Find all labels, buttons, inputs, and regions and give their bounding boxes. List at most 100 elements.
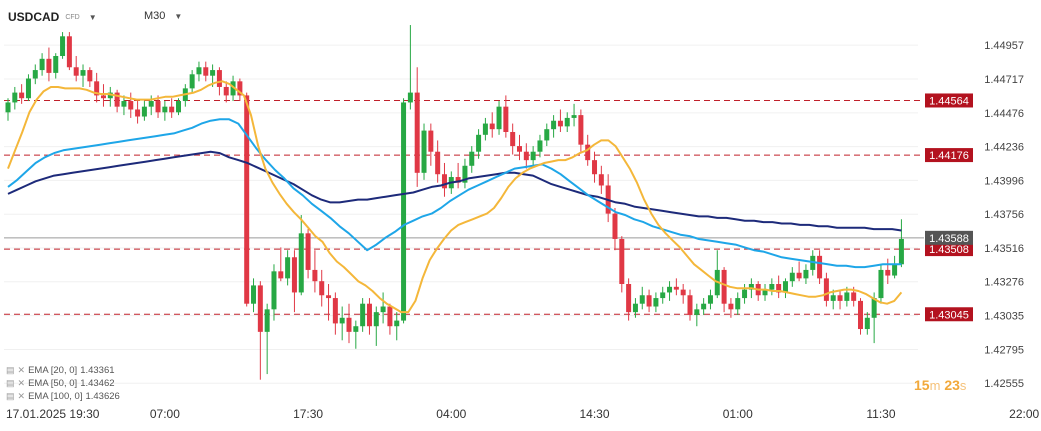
candle (107, 86, 113, 107)
candle (100, 84, 106, 107)
candle (25, 74, 31, 102)
settings-icon[interactable]: ▤ (6, 378, 15, 388)
candle (66, 32, 72, 71)
candle-body (530, 151, 536, 161)
candle (530, 146, 536, 166)
candle (592, 151, 598, 183)
candle (892, 255, 898, 279)
candle (694, 303, 700, 327)
candle (435, 140, 441, 183)
close-icon[interactable]: ✕ (17, 391, 26, 401)
candle (646, 289, 652, 313)
candle (496, 101, 502, 135)
x-tick-label: 07:00 (150, 407, 180, 421)
settings-icon[interactable]: ▤ (6, 365, 15, 375)
candle (858, 298, 863, 335)
candle-body (251, 285, 257, 304)
timer-minutes-unit: m (929, 378, 941, 393)
price-level-label: 1.43508 (929, 244, 969, 256)
candle-body (544, 129, 550, 141)
timeframe-label: M30 (144, 10, 166, 22)
candle-body (837, 295, 843, 301)
candle (278, 247, 284, 282)
candle (503, 95, 509, 138)
candle-body (244, 95, 250, 304)
candle (462, 158, 468, 189)
candle-body (619, 238, 625, 284)
candle (80, 64, 86, 87)
candle (414, 67, 420, 187)
candle (523, 143, 529, 169)
candle-body (844, 292, 850, 301)
x-tick-label: 22:00 (1009, 407, 1039, 421)
candle-body (148, 101, 154, 107)
legend-item[interactable]: ▤ ✕ EMA [20, 0] 1.43361 (6, 364, 120, 377)
candle-body (769, 284, 775, 290)
candle (755, 281, 761, 301)
symbol-selector[interactable]: USDCAD CFD ▼ (8, 10, 97, 24)
candle-body (223, 86, 229, 96)
candle-body (216, 70, 222, 87)
candle (762, 284, 768, 301)
legend-label: EMA [20, 0] (28, 365, 78, 376)
timeframe-selector[interactable]: M30 ▼ (144, 10, 182, 22)
legend-item[interactable]: ▤ ✕ EMA [100, 0] 1.43626 (6, 390, 120, 403)
candle-body (25, 78, 31, 99)
chevron-down-icon[interactable]: ▼ (88, 12, 97, 22)
candle-body (114, 92, 120, 107)
candle-body (141, 106, 147, 117)
candle (823, 272, 829, 307)
candle-body (817, 255, 823, 279)
price-level-label: 1.44176 (929, 150, 969, 162)
candle (667, 281, 673, 301)
candle (141, 101, 147, 121)
close-icon[interactable]: ✕ (17, 378, 26, 388)
candle-body (885, 269, 891, 276)
candle (244, 92, 250, 307)
candle-body (271, 271, 277, 310)
candle-body (742, 289, 748, 299)
y-tick-label: 1.44957 (984, 40, 1024, 52)
candle-body (373, 312, 379, 327)
candle (203, 61, 209, 82)
candle-body (701, 303, 707, 310)
chevron-down-icon[interactable]: ▼ (174, 11, 183, 21)
close-icon[interactable]: ✕ (17, 365, 26, 375)
candle-body (598, 174, 604, 186)
candle-body (319, 281, 325, 296)
candle-body (782, 281, 788, 293)
candle (782, 278, 788, 299)
legend-label: EMA [50, 0] (28, 378, 78, 389)
candle (660, 286, 666, 304)
candle-body (366, 303, 372, 327)
candle-body (407, 92, 413, 103)
legend-item[interactable]: ▤ ✕ EMA [50, 0] 1.43462 (6, 377, 120, 390)
price-level-tag (925, 242, 973, 257)
candle-body (564, 117, 570, 127)
candle-body (864, 317, 870, 330)
candle (673, 278, 679, 296)
candle-body (312, 269, 318, 282)
candle (32, 64, 38, 85)
candle-body (5, 102, 11, 113)
candle (189, 70, 195, 93)
candle-body (503, 106, 509, 132)
timer-minutes: 15 (914, 377, 930, 393)
candle (578, 109, 584, 152)
candle (871, 292, 877, 344)
candle-body (176, 101, 181, 113)
candle-body (94, 81, 100, 96)
candle (264, 303, 270, 375)
candle (612, 208, 618, 251)
candle-body (523, 151, 529, 161)
candle-body (510, 132, 516, 147)
candle (735, 292, 741, 315)
settings-icon[interactable]: ▤ (6, 391, 15, 401)
candle-body (73, 67, 79, 76)
candle (885, 258, 891, 284)
candle-body (489, 123, 495, 130)
candle (305, 229, 311, 279)
candle (680, 284, 686, 304)
